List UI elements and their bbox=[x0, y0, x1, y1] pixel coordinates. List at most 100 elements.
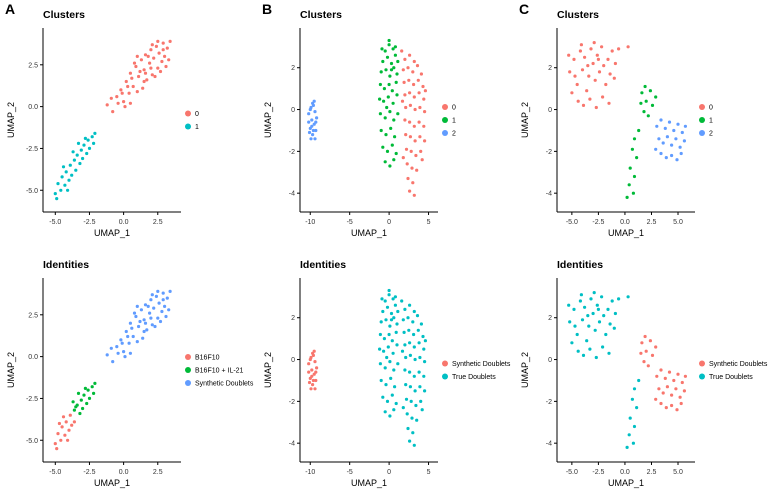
legend-entry-label: 1 bbox=[195, 124, 199, 131]
umap-scatter-a-clusters: Clusters -5.0 -2.5 0.0 2.5 -5.0 -2.5 0.0 2.5 UMAP… bbox=[6, 9, 199, 238]
legend-key-icon bbox=[699, 117, 705, 123]
panel-b: B Clusters -10 -5 0 5 -4 -2 0 2 UMAP_1 UMAP_2 0 1 2 I… bbox=[257, 0, 514, 499]
y-tick-label: -4 bbox=[289, 191, 295, 198]
umap-scatter-c-clusters: Clusters -5.0 -2.5 0.0 2.5 5.0 -4 -2 0 2 UMAP_1 UMA… bbox=[520, 9, 713, 238]
x-tick-label: 2.5 bbox=[647, 469, 657, 476]
legend-entry-label: 2 bbox=[709, 131, 713, 138]
x-tick-label: 2.5 bbox=[153, 219, 163, 226]
x-tick-label: 0 bbox=[387, 469, 391, 476]
panel-c: C Clusters -5.0 -2.5 0.0 2.5 5.0 -4 -2 0 2 UMAP_1 U… bbox=[514, 0, 771, 499]
umap-scatter-c-identities: Identities -5.0 -2.5 0.0 2.5 5.0 -4 -2 0 2 UMAP_1 U… bbox=[520, 259, 768, 488]
legend-key-icon bbox=[442, 117, 448, 123]
chart-title: Clusters bbox=[43, 9, 85, 21]
x-axis-label: UMAP_1 bbox=[94, 478, 130, 488]
y-tick-label: -2 bbox=[546, 399, 552, 406]
legend-entry-label: 1 bbox=[452, 118, 456, 125]
legend-entry-label: Synthetic Doublets bbox=[452, 361, 511, 368]
chart-title: Clusters bbox=[557, 9, 599, 21]
legend-key-icon bbox=[442, 130, 448, 136]
scatter-series-b16f10-il-21 bbox=[71, 381, 97, 416]
y-tick-label: 2 bbox=[548, 315, 552, 322]
x-tick-label: 0.0 bbox=[119, 219, 129, 226]
y-tick-label: 0 bbox=[548, 107, 552, 114]
chart-title: Identities bbox=[557, 259, 603, 271]
legend-key-icon bbox=[442, 104, 448, 110]
x-tick-label: 0.0 bbox=[620, 469, 630, 476]
legend-entry-label: B16F10 bbox=[195, 355, 220, 362]
chart-title: Identities bbox=[300, 259, 346, 271]
x-tick-label: 2.5 bbox=[153, 469, 163, 476]
scatter-series-b16f10 bbox=[53, 413, 76, 451]
y-axis-label: UMAP_2 bbox=[520, 102, 530, 138]
x-tick-label: 5 bbox=[427, 219, 431, 226]
umap-scatter-a-identities: Identities -5.0 -2.5 0.0 2.5 -5.0 -2.5 0.0 2.5 UM… bbox=[6, 259, 254, 488]
y-tick-label: -4 bbox=[546, 191, 552, 198]
x-tick-label: -5.0 bbox=[49, 469, 61, 476]
y-tick-label: 0 bbox=[291, 357, 295, 364]
legend-key-icon bbox=[699, 360, 705, 367]
y-axis-label: UMAP_2 bbox=[6, 102, 16, 138]
x-tick-label: 5.0 bbox=[673, 219, 683, 226]
umap-scatter-b-clusters: Clusters -10 -5 0 5 -4 -2 0 2 UMAP_1 UMAP_2 0 1 2 bbox=[263, 9, 456, 238]
x-tick-label: -5.0 bbox=[566, 219, 578, 226]
x-tick-label: -10 bbox=[305, 469, 315, 476]
legend-entry-label: B16F10 + IL-21 bbox=[195, 368, 244, 375]
scatter-series-1 bbox=[378, 38, 400, 168]
umap-chart-c-clusters: Clusters -5.0 -2.5 0.0 2.5 5.0 -4 -2 0 2 UMAP_1 UMA… bbox=[517, 4, 771, 244]
x-tick-label: 2.5 bbox=[647, 219, 657, 226]
x-tick-label: -5.0 bbox=[49, 219, 61, 226]
legend-key-icon bbox=[185, 123, 191, 130]
y-axis-label: UMAP_2 bbox=[6, 352, 16, 388]
y-tick-label: -2 bbox=[289, 399, 295, 406]
x-tick-label: -5 bbox=[347, 469, 353, 476]
legend-entry-label: True Doublets bbox=[709, 374, 753, 381]
scatter-series-1 bbox=[625, 84, 658, 199]
legend-key-icon bbox=[185, 110, 191, 117]
y-tick-label: -4 bbox=[546, 441, 552, 448]
x-tick-label: -2.5 bbox=[83, 219, 95, 226]
legend-key-icon bbox=[699, 130, 705, 136]
umap-chart-a-clusters: Clusters -5.0 -2.5 0.0 2.5 -5.0 -2.5 0.0 2.5 UMAP… bbox=[3, 4, 257, 244]
legend-key-icon bbox=[699, 373, 705, 380]
scatter-series-synthetic-doublets bbox=[105, 289, 172, 364]
scatter-series-2 bbox=[654, 118, 687, 162]
umap-scatter-b-identities: Identities -10 -5 0 5 -4 -2 0 2 UMAP_1 UMAP_2 Synth… bbox=[263, 259, 511, 488]
x-tick-label: -5 bbox=[347, 219, 353, 226]
umap-chart-b-clusters: Clusters -10 -5 0 5 -4 -2 0 2 UMAP_1 UMAP_2 0 1 2 bbox=[260, 4, 514, 244]
x-tick-label: 0.0 bbox=[119, 469, 129, 476]
y-axis-label: UMAP_2 bbox=[520, 352, 530, 388]
legend-entry-label: 0 bbox=[195, 111, 199, 118]
x-tick-label: 5 bbox=[427, 469, 431, 476]
scatter-series-true-doublets bbox=[567, 291, 641, 449]
y-tick-label: 2.5 bbox=[28, 312, 38, 319]
legend-key-icon bbox=[185, 367, 191, 373]
x-axis-label: UMAP_1 bbox=[351, 228, 387, 238]
scatter-series-0 bbox=[105, 39, 172, 114]
legend-entry-label: Synthetic Doublets bbox=[195, 381, 254, 388]
x-tick-label: 5.0 bbox=[673, 469, 683, 476]
scatter-series-0 bbox=[400, 49, 427, 197]
scatter-series-true-doublets bbox=[378, 288, 427, 447]
y-tick-label: -2 bbox=[546, 149, 552, 156]
legend-key-icon bbox=[442, 360, 448, 367]
panel-label-a: A bbox=[5, 1, 16, 17]
x-tick-label: -2.5 bbox=[83, 469, 95, 476]
y-tick-label: 2 bbox=[291, 65, 295, 72]
legend-entry-label: 0 bbox=[452, 105, 456, 112]
chart-title: Identities bbox=[43, 259, 89, 271]
y-tick-label: -2 bbox=[289, 149, 295, 156]
panel-label-b: B bbox=[262, 1, 273, 17]
legend-key-icon bbox=[185, 380, 191, 386]
legend-entry-label: 2 bbox=[452, 131, 456, 138]
x-tick-label: -10 bbox=[305, 219, 315, 226]
legend-entry-label: 0 bbox=[709, 105, 713, 112]
y-tick-label: -2.5 bbox=[26, 146, 38, 153]
y-tick-label: 0 bbox=[291, 107, 295, 114]
y-tick-label: 0 bbox=[548, 357, 552, 364]
y-tick-label: -2.5 bbox=[26, 396, 38, 403]
scatter-series-synthetic-doublets bbox=[307, 349, 319, 391]
x-tick-label: -2.5 bbox=[592, 219, 604, 226]
scatter-series-1 bbox=[53, 131, 97, 201]
x-tick-label: 0.0 bbox=[620, 219, 630, 226]
